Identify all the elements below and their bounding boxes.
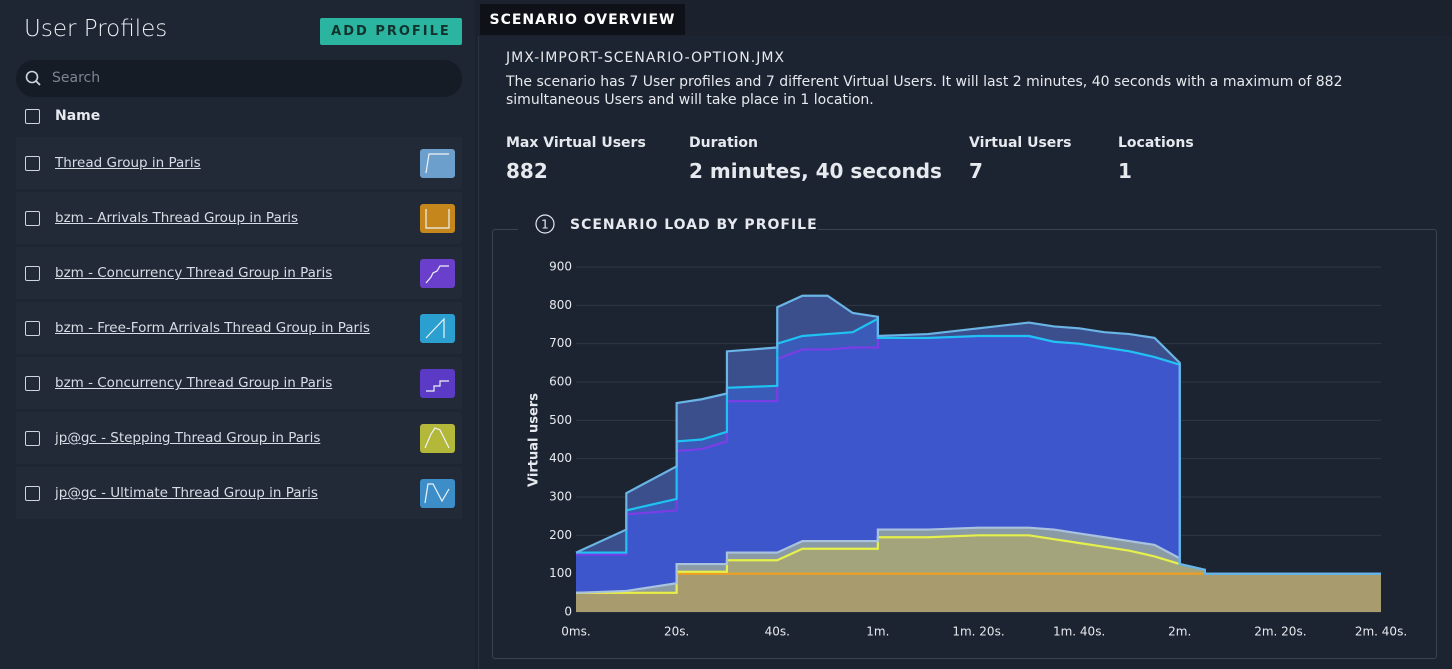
profile-icon	[420, 479, 455, 508]
profile-icon	[420, 314, 455, 343]
stat-label: Max Virtual Users	[506, 135, 646, 151]
profile-row[interactable]: jp@gc - Ultimate Thread Group in Paris	[16, 467, 462, 519]
search-icon	[25, 70, 41, 86]
search-box[interactable]: Search	[16, 60, 462, 97]
profile-row[interactable]: bzm - Free-Form Arrivals Thread Group in…	[16, 302, 462, 354]
profile-name[interactable]: jp@gc - Stepping Thread Group in Paris	[55, 430, 321, 446]
profile-row[interactable]: Thread Group in Paris	[16, 137, 462, 189]
icon-shape	[426, 380, 449, 392]
sidebar-title: User Profiles	[24, 16, 168, 42]
profile-name[interactable]: Thread Group in Paris	[55, 155, 201, 171]
tab[interactable]: SCENARIO OVERVIEW	[480, 4, 685, 35]
icon-shape	[424, 483, 450, 504]
chart-frame	[492, 229, 1437, 659]
stat-value: 882	[506, 159, 548, 183]
stat-label: Virtual Users	[969, 135, 1072, 151]
profile-icon	[420, 369, 455, 398]
stat-label: Duration	[689, 135, 759, 151]
profile-row[interactable]: bzm - Concurrency Thread Group in Paris	[16, 357, 462, 409]
column-header: Name	[55, 108, 101, 124]
profile-icon	[420, 204, 455, 233]
profile-name[interactable]: jp@gc - Ultimate Thread Group in Paris	[55, 485, 318, 501]
checkbox[interactable]	[25, 321, 40, 336]
select-all-checkbox[interactable]	[25, 109, 40, 124]
profile-name[interactable]: bzm - Concurrency Thread Group in Paris	[55, 375, 333, 391]
icon-shape	[425, 317, 445, 339]
checkbox[interactable]	[25, 486, 40, 501]
scenario-description: The scenario has 7 User profiles and 7 d…	[506, 74, 1343, 108]
stat-value: 2 minutes, 40 seconds	[689, 159, 942, 183]
checkbox[interactable]	[25, 156, 40, 171]
add-profile-button[interactable]: ADD PROFILE	[320, 18, 462, 45]
profile-icon	[420, 424, 455, 453]
checkbox[interactable]	[25, 211, 40, 226]
profile-icon	[420, 149, 455, 178]
checkbox[interactable]	[25, 431, 40, 446]
scenario-file: JMX-IMPORT-SCENARIO-OPTION.JMX	[506, 50, 785, 66]
profile-row[interactable]: jp@gc - Stepping Thread Group in Paris	[16, 412, 462, 464]
profile-name[interactable]: bzm - Free-Form Arrivals Thread Group in…	[55, 320, 370, 336]
icon-shape	[425, 153, 449, 174]
icon-shape	[425, 209, 450, 229]
profile-name[interactable]: bzm - Arrivals Thread Group in Paris	[55, 210, 299, 226]
checkbox[interactable]	[25, 266, 40, 281]
icon-shape	[424, 427, 450, 449]
profile-icon	[420, 259, 455, 288]
profile-name[interactable]: bzm - Concurrency Thread Group in Paris	[55, 265, 333, 281]
icon-shape	[425, 265, 449, 284]
profile-row[interactable]: bzm - Concurrency Thread Group in Paris	[16, 247, 462, 299]
search-placeholder: Search	[52, 70, 101, 86]
profile-row[interactable]: bzm - Arrivals Thread Group in Paris	[16, 192, 462, 244]
sidebar: User Profiles ADD PROFILE Search Name Th…	[0, 0, 475, 669]
checkbox[interactable]	[25, 376, 40, 391]
stat-value: 1	[1118, 159, 1132, 183]
stat-label: Locations	[1118, 135, 1194, 151]
stat-value: 7	[969, 159, 983, 183]
